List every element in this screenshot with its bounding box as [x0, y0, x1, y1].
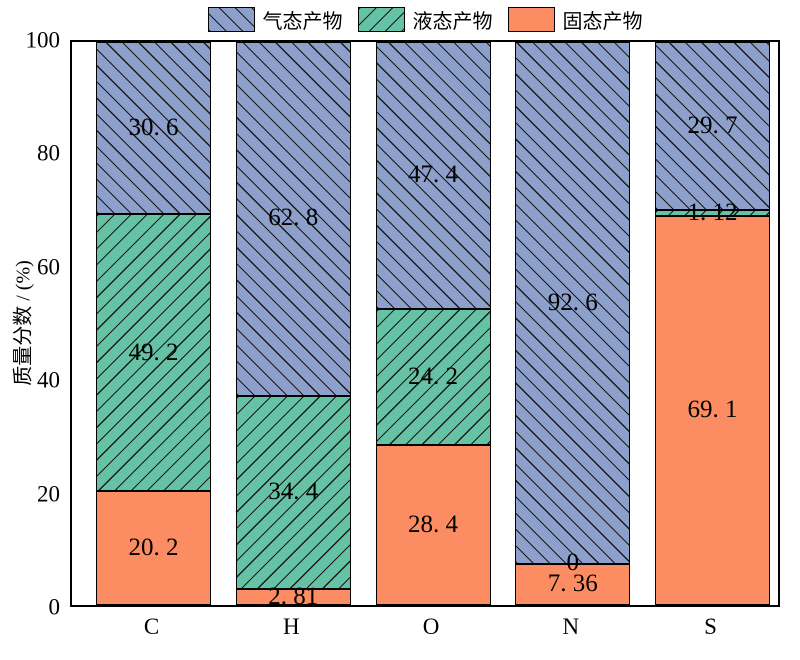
x-tick-label-S: S — [704, 614, 717, 639]
legend-label: 固态产物 — [562, 10, 643, 33]
bar-segment-气态产物 — [375, 42, 491, 309]
y-tick-label: 100 — [25, 27, 61, 53]
y-tick-label: 80 — [37, 140, 60, 166]
bar-segment-气态产物 — [515, 42, 631, 564]
bar-O: 28. 4 24. 2 47. 4 — [375, 42, 491, 605]
bar-N: 7. 36 0 92. 6 — [515, 42, 631, 605]
bar-segment-液态产物 — [375, 308, 491, 446]
legend-label: 液态产物 — [412, 10, 493, 33]
x-tick-label-O: O — [422, 614, 440, 639]
legend-swatch-icon — [207, 6, 255, 32]
legend-item: 液态产物 — [357, 5, 493, 34]
y-axis-title: 质量分数 / (%) — [12, 260, 35, 386]
y-tick-label: 0 — [48, 594, 61, 620]
x-tick-label-C: C — [143, 614, 160, 639]
bar-segment-固态产物 — [375, 445, 491, 605]
plot-area: 20. 2 49. 2 30. 6 2. 81 34. 4 62. 8 28. 4 24. 2… — [70, 40, 780, 610]
bar-segment-固态产物 — [515, 563, 631, 605]
bar-C: 20. 2 49. 2 30. 6 — [96, 42, 211, 605]
bar-segment-固态产物 — [235, 589, 351, 605]
bar-segment-气态产物 — [655, 42, 770, 210]
bar-segment-固态产物 — [655, 215, 770, 605]
y-tick-label: 40 — [37, 367, 60, 393]
y-axis-ticks: 0 20 40 60 80 100 — [0, 29, 61, 619]
x-tick-label-H: H — [282, 614, 300, 639]
bar-segment-固态产物 — [96, 491, 211, 605]
legend-swatch-icon — [507, 6, 555, 32]
legend-swatch-icon — [357, 6, 405, 32]
legend-label: 气态产物 — [262, 10, 343, 33]
y-tick-label: 60 — [37, 254, 60, 280]
bar-segment-液态产物 — [655, 209, 770, 216]
legend: 气态产物 液态产物 固态产物 — [70, 3, 780, 35]
x-tick-label-N: N — [562, 614, 580, 639]
y-tick-label: 20 — [37, 481, 60, 507]
bar-segment-气态产物 — [96, 42, 211, 215]
legend-item: 固态产物 — [507, 5, 643, 34]
bar-segment-气态产物 — [235, 41, 351, 396]
legend-item: 气态产物 — [207, 5, 343, 34]
bar-segment-液态产物 — [235, 395, 351, 590]
bar-segment-液态产物 — [96, 214, 211, 492]
bar-S: 69. 1 1. 12 29. 7 — [655, 42, 770, 605]
bar-H: 2. 81 34. 4 62. 8 — [235, 41, 351, 610]
